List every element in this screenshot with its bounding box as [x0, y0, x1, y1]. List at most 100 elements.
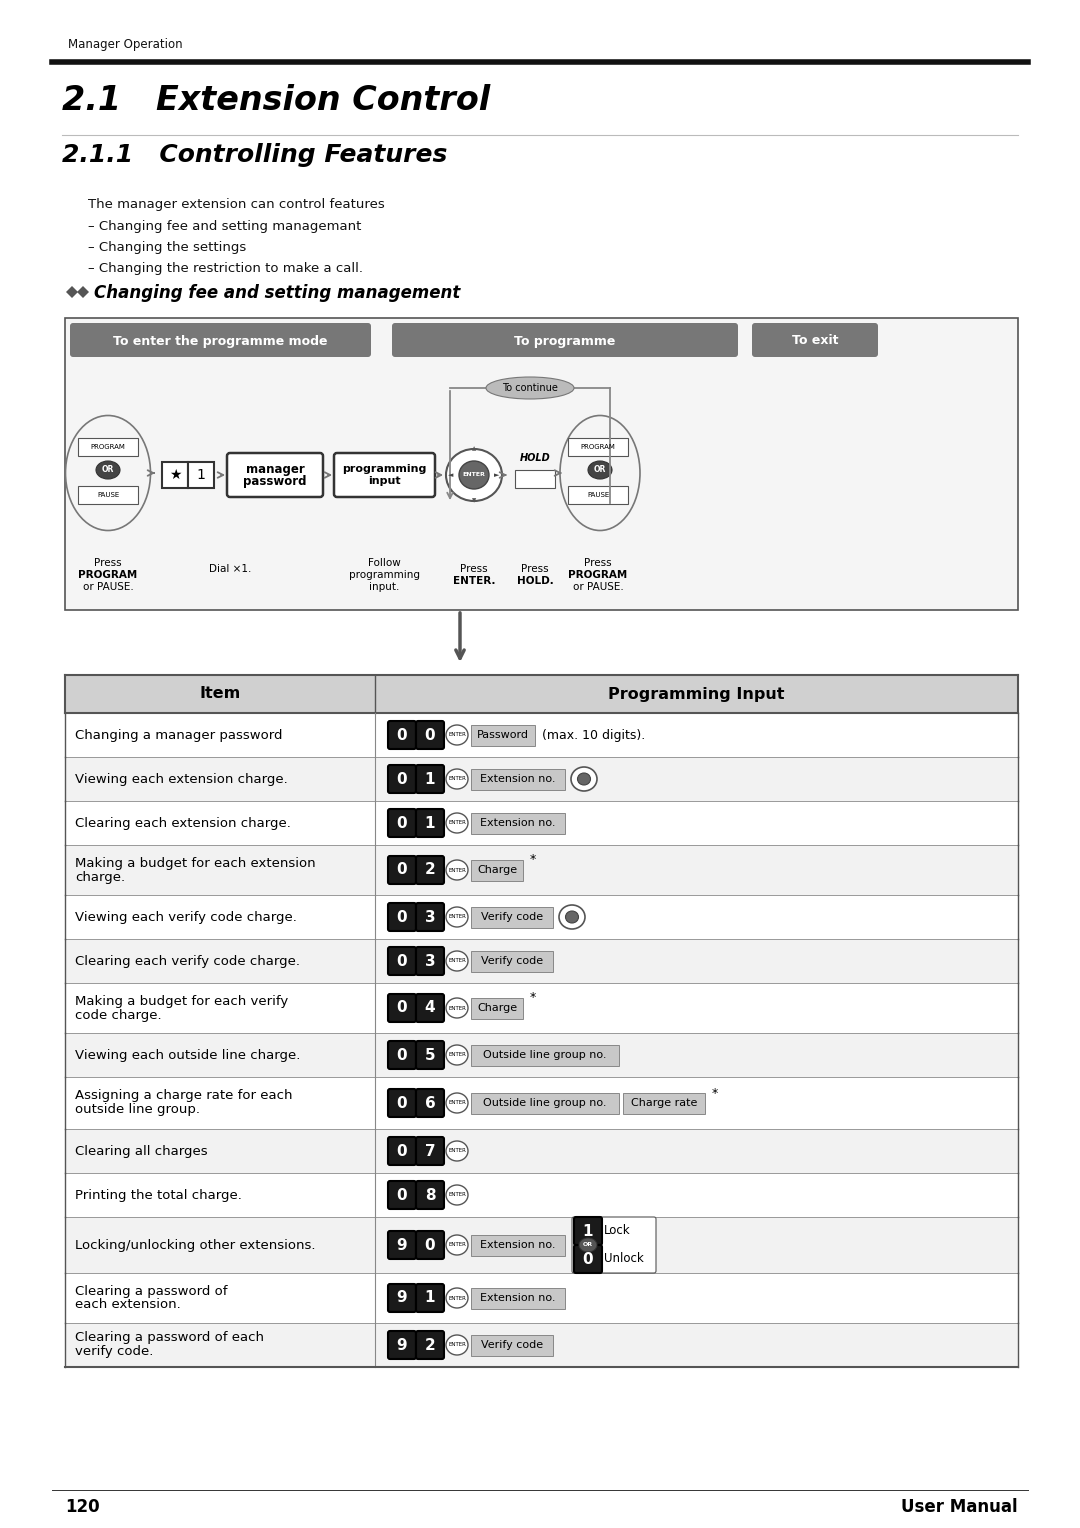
FancyBboxPatch shape [388, 721, 416, 749]
Ellipse shape [446, 908, 468, 927]
Ellipse shape [446, 1186, 468, 1206]
Text: 2.1.1   Controlling Features: 2.1.1 Controlling Features [62, 144, 447, 167]
Bar [65, 1033, 1018, 1077]
Text: ENTER: ENTER [448, 821, 465, 825]
Ellipse shape [446, 860, 468, 880]
FancyBboxPatch shape [416, 995, 444, 1022]
Bar [65, 1174, 1018, 1216]
Ellipse shape [588, 461, 612, 478]
Text: OR: OR [583, 1242, 593, 1247]
Text: Making a budget for each extension: Making a budget for each extension [75, 857, 315, 869]
FancyBboxPatch shape [573, 1245, 602, 1273]
Text: Verify code: Verify code [481, 912, 543, 921]
Text: input: input [368, 477, 401, 486]
Text: – Changing the restriction to make a call.: – Changing the restriction to make a cal… [87, 261, 363, 275]
FancyBboxPatch shape [388, 995, 416, 1022]
FancyBboxPatch shape [416, 1089, 444, 1117]
FancyBboxPatch shape [623, 1093, 705, 1114]
FancyBboxPatch shape [752, 322, 878, 358]
Text: Viewing each outside line charge.: Viewing each outside line charge. [75, 1048, 300, 1062]
Text: *: * [712, 1086, 718, 1100]
Text: The manager extension can control features: The manager extension can control featur… [87, 199, 384, 211]
Text: Extension no.: Extension no. [481, 775, 556, 784]
FancyBboxPatch shape [388, 1232, 416, 1259]
Bar [73, 325, 368, 354]
Text: Printing the total charge.: Printing the total charge. [75, 1189, 242, 1201]
Text: code charge.: code charge. [75, 1008, 162, 1022]
Text: 0: 0 [396, 909, 407, 924]
FancyBboxPatch shape [416, 1331, 444, 1358]
Bar [65, 845, 1018, 895]
Text: Lock: Lock [604, 1224, 631, 1238]
Ellipse shape [96, 461, 120, 478]
Text: 120: 120 [65, 1497, 99, 1516]
Text: Outside line group no.: Outside line group no. [483, 1050, 607, 1060]
Text: ENTER: ENTER [448, 914, 465, 920]
Bar [65, 801, 1018, 845]
Text: 0: 0 [396, 862, 407, 877]
Text: password: password [243, 475, 307, 487]
Text: 2: 2 [424, 1337, 435, 1352]
Text: (max. 10 digits).: (max. 10 digits). [542, 729, 645, 741]
Bar [515, 471, 555, 487]
FancyBboxPatch shape [392, 322, 738, 358]
FancyBboxPatch shape [388, 808, 416, 837]
FancyBboxPatch shape [471, 724, 535, 746]
Ellipse shape [446, 813, 468, 833]
Text: Verify code: Verify code [481, 1340, 543, 1351]
Bar [162, 461, 188, 487]
Ellipse shape [566, 911, 579, 923]
FancyBboxPatch shape [416, 721, 444, 749]
Ellipse shape [446, 950, 468, 970]
Text: ▼: ▼ [472, 498, 476, 504]
Text: *: * [530, 854, 537, 866]
Text: programming: programming [349, 570, 419, 581]
Bar [65, 1216, 1018, 1273]
Text: Assigning a charge rate for each: Assigning a charge rate for each [75, 1089, 293, 1103]
Text: Changing fee and setting management: Changing fee and setting management [94, 284, 460, 303]
Text: ENTER: ENTER [448, 1192, 465, 1198]
Text: ◄: ◄ [448, 472, 454, 478]
Text: User Manual: User Manual [902, 1497, 1018, 1516]
Text: ENTER: ENTER [448, 1005, 465, 1010]
Text: 9: 9 [396, 1291, 407, 1305]
Text: 8: 8 [424, 1187, 435, 1203]
Text: Manager Operation: Manager Operation [68, 38, 183, 50]
Text: ►: ► [495, 472, 500, 478]
Text: OR: OR [594, 466, 606, 475]
Text: ENTER: ENTER [448, 1100, 465, 1105]
Text: 1: 1 [424, 772, 435, 787]
FancyBboxPatch shape [416, 1232, 444, 1259]
Text: Charge rate: Charge rate [631, 1099, 698, 1108]
FancyBboxPatch shape [388, 947, 416, 975]
Text: ▲: ▲ [472, 446, 476, 451]
Bar [65, 1273, 1018, 1323]
Text: 4: 4 [424, 1001, 435, 1016]
Bar [65, 1077, 1018, 1129]
Ellipse shape [559, 905, 585, 929]
Text: 0: 0 [424, 727, 435, 743]
Bar [568, 439, 627, 455]
Ellipse shape [446, 1288, 468, 1308]
Text: To exit: To exit [792, 335, 838, 347]
Text: Viewing each verify code charge.: Viewing each verify code charge. [75, 911, 297, 923]
Ellipse shape [446, 769, 468, 788]
Bar [65, 714, 1018, 756]
Text: outside line group.: outside line group. [75, 1103, 200, 1117]
Text: Viewing each extension charge.: Viewing each extension charge. [75, 773, 287, 785]
Ellipse shape [446, 1093, 468, 1112]
FancyBboxPatch shape [388, 1181, 416, 1209]
Text: To continue: To continue [502, 384, 558, 393]
Text: PROGRAM: PROGRAM [581, 445, 616, 451]
Text: OR: OR [102, 466, 114, 475]
Text: Press: Press [522, 564, 549, 575]
Text: Clearing a password of each: Clearing a password of each [75, 1331, 264, 1345]
Text: PROGRAM: PROGRAM [79, 570, 137, 581]
Text: ENTER: ENTER [448, 1149, 465, 1154]
Text: Unlock: Unlock [604, 1253, 644, 1265]
Polygon shape [77, 286, 89, 298]
Text: ENTER: ENTER [448, 732, 465, 738]
FancyBboxPatch shape [388, 766, 416, 793]
FancyBboxPatch shape [388, 1284, 416, 1313]
FancyBboxPatch shape [227, 452, 323, 497]
